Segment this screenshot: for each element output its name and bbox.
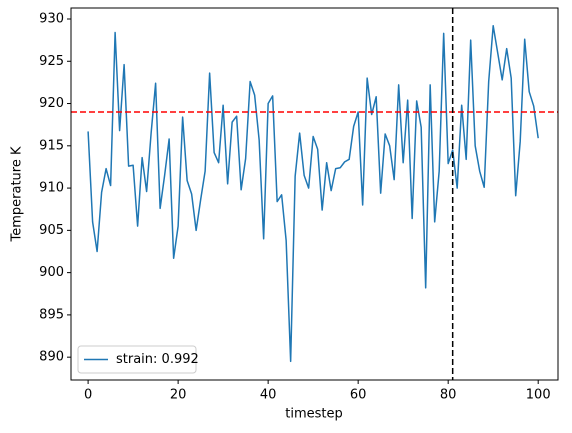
x-tick-label: 80 xyxy=(440,388,457,403)
axes-frame xyxy=(70,7,559,381)
y-axis-label: Temperature K xyxy=(10,146,25,242)
x-axis-label: timestep xyxy=(285,407,343,422)
x-tick-label: 20 xyxy=(170,388,187,403)
y-tick-label: 900 xyxy=(39,265,64,280)
y-tick-label: 895 xyxy=(39,307,64,322)
legend-box xyxy=(77,345,197,374)
y-tick-label: 930 xyxy=(39,11,64,26)
x-tick-label: 100 xyxy=(526,388,551,403)
y-tick-label: 890 xyxy=(39,350,64,365)
y-tick-label: 915 xyxy=(39,138,64,153)
x-tick-label: 0 xyxy=(84,388,92,403)
y-tick-label: 910 xyxy=(39,181,64,196)
x-tick-label: 60 xyxy=(350,388,367,403)
legend-label: strain: 0.992 xyxy=(116,352,199,367)
y-tick-label: 925 xyxy=(39,54,64,69)
y-tick-label: 905 xyxy=(39,223,64,238)
data-line xyxy=(87,25,539,363)
y-tick-label: 920 xyxy=(39,96,64,111)
x-tick-label: 40 xyxy=(260,388,277,403)
